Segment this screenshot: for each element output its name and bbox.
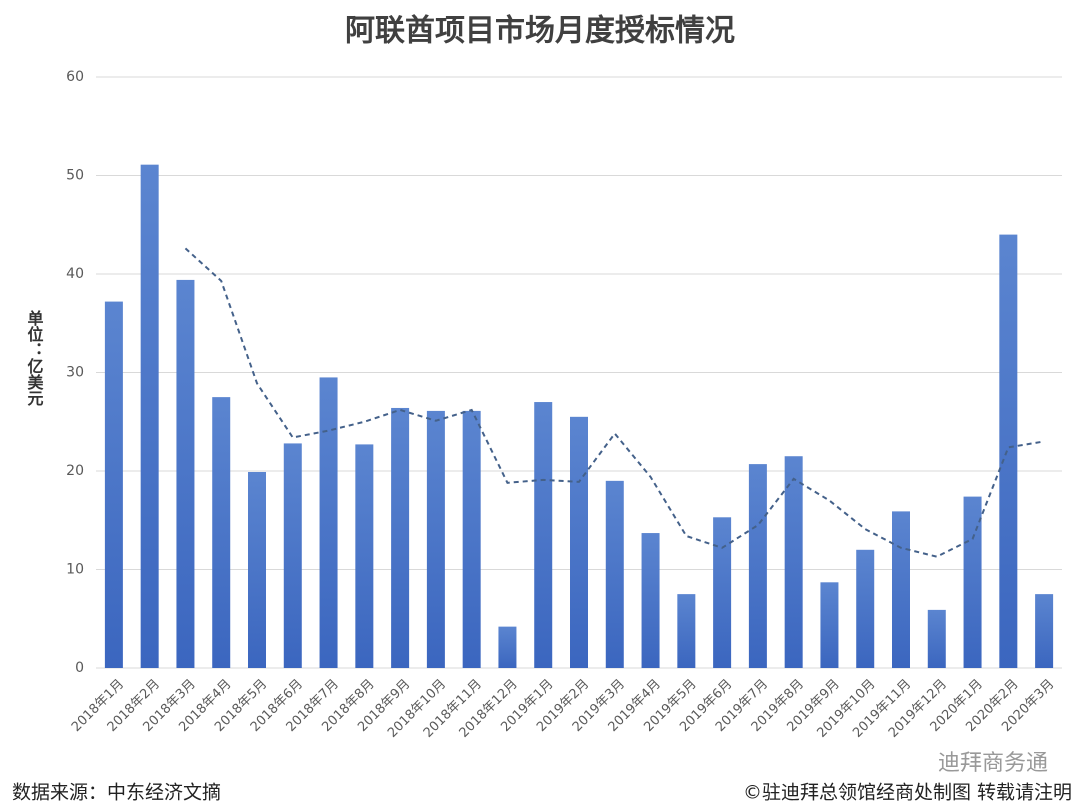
bar bbox=[1035, 594, 1054, 668]
y-axis-label: 单位：亿美元 bbox=[25, 309, 44, 406]
bar bbox=[677, 594, 696, 668]
bar bbox=[963, 496, 982, 668]
bar bbox=[248, 471, 266, 668]
bar bbox=[462, 410, 481, 668]
bar bbox=[498, 626, 517, 668]
bar bbox=[927, 609, 946, 668]
bar bbox=[104, 301, 123, 668]
bar bbox=[748, 464, 767, 668]
bar bbox=[212, 397, 231, 668]
chart-title: 阿联酋项目市场月度授标情况 bbox=[345, 14, 735, 49]
bar bbox=[641, 533, 660, 668]
y-tick-label: 20 bbox=[66, 463, 84, 479]
bar bbox=[605, 480, 624, 668]
trend-line bbox=[184, 247, 1045, 558]
bar bbox=[140, 164, 159, 669]
bar bbox=[856, 549, 875, 668]
bar bbox=[999, 234, 1018, 668]
y-tick-label: 60 bbox=[66, 69, 84, 85]
bar bbox=[534, 402, 553, 668]
bar bbox=[355, 444, 374, 668]
y-tick-label: 10 bbox=[66, 562, 84, 578]
credit: ©驻迪拜总领馆经商处制图 转载请注明 bbox=[743, 782, 1072, 804]
bar bbox=[283, 443, 302, 668]
bar bbox=[820, 582, 839, 668]
source: 数据来源：中东经济文摘 bbox=[12, 782, 221, 804]
watermark: 迪拜商务通 bbox=[938, 751, 1048, 776]
bar bbox=[176, 279, 195, 668]
y-tick-label: 40 bbox=[66, 266, 84, 282]
y-tick-label: 50 bbox=[66, 168, 84, 184]
bar bbox=[784, 456, 803, 668]
bar bbox=[713, 517, 732, 668]
y-tick-label: 30 bbox=[66, 365, 84, 381]
bar bbox=[319, 377, 338, 668]
bar bbox=[570, 416, 588, 668]
bar bbox=[892, 511, 910, 668]
bar bbox=[391, 407, 410, 668]
y-tick-label: 0 bbox=[75, 660, 84, 676]
bar bbox=[426, 410, 445, 668]
